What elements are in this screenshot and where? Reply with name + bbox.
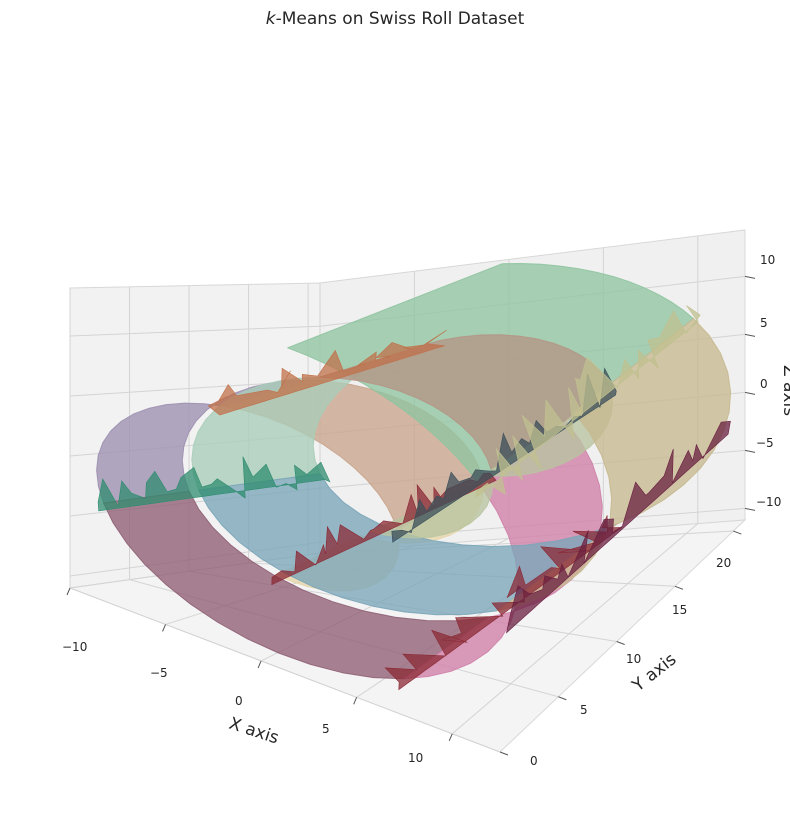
x-tick-mark	[353, 697, 358, 705]
x-tick-mark	[66, 587, 71, 596]
y-tick-mark	[616, 641, 625, 645]
y-tick-mark	[733, 530, 742, 535]
tick-marks	[66, 275, 756, 756]
z-tick-label: −10	[756, 495, 781, 509]
y-tick-label: 15	[672, 603, 687, 617]
x-tick-label: 0	[235, 694, 243, 708]
y-tick-label: 10	[626, 652, 641, 666]
x-tick-labels: −10 −5 0 5 10	[62, 640, 423, 765]
y-tick-label: 0	[530, 754, 538, 768]
z-tick-mark	[744, 275, 756, 279]
cluster-spikes	[97, 305, 731, 691]
y-tick-labels: 0 5 10 15 20	[530, 556, 731, 768]
z-tick-labels: 10 5 0 −5 −10	[756, 253, 781, 509]
y-tick-mark	[674, 585, 684, 590]
z-tick-label: 10	[760, 253, 775, 267]
svg-text:k-Means on Swiss Roll Dataset: k-Means on Swiss Roll Dataset	[266, 9, 525, 29]
z-tick-label: 5	[760, 316, 768, 330]
z-tick-mark	[744, 507, 756, 511]
seam-spike-band	[207, 329, 447, 416]
seam-spike-band	[391, 367, 617, 543]
z-tick-mark	[744, 391, 756, 395]
z-tick-label: 0	[760, 377, 768, 391]
x-tick-label: 5	[322, 722, 330, 736]
x-tick-label: 10	[408, 751, 423, 765]
x-tick-mark	[448, 733, 453, 741]
chart-title: k-Means on Swiss Roll Dataset	[266, 9, 525, 29]
x-tick-label: −5	[150, 666, 168, 680]
z-tick-mark	[744, 449, 756, 453]
x-tick-label: −10	[62, 640, 87, 654]
x-tick-mark	[162, 624, 167, 632]
cluster-surfaces	[96, 263, 732, 680]
y-tick-label: 20	[716, 556, 731, 570]
x-tick-mark	[257, 660, 262, 669]
seam-spike-band	[97, 456, 331, 512]
y-tick-mark	[558, 696, 567, 701]
z-tick-mark	[744, 333, 756, 337]
seam-spike-band	[506, 420, 731, 634]
seam-spike-band	[475, 305, 701, 498]
z-axis-label: Z axis	[779, 365, 790, 416]
y-tick-mark	[499, 751, 509, 756]
y-tick-label: 5	[580, 703, 588, 717]
cluster-patch	[496, 318, 732, 612]
x-axis-label: X axis	[226, 714, 281, 749]
z-tick-label: −5	[756, 436, 774, 450]
title-italic-k: k	[266, 9, 277, 29]
title-text: -Means on Swiss Roll Dataset	[276, 9, 525, 29]
